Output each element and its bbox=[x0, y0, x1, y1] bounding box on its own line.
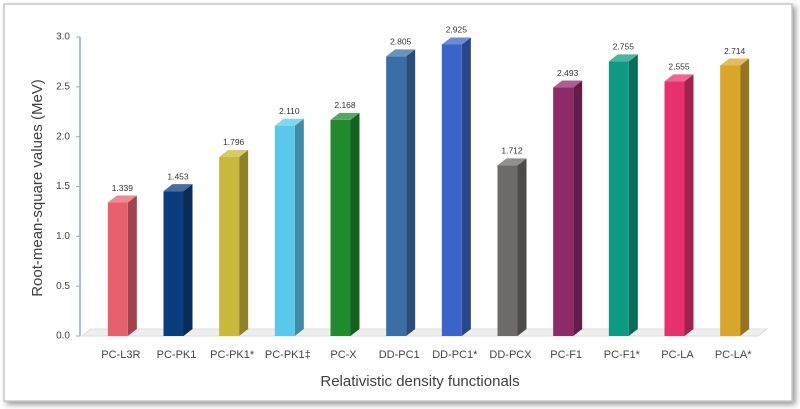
bar bbox=[386, 56, 407, 337]
bar bbox=[720, 65, 741, 336]
value-label: 1.712 bbox=[501, 146, 523, 156]
value-label: 2.110 bbox=[279, 106, 300, 116]
bar bbox=[441, 44, 462, 336]
bar-side bbox=[294, 118, 304, 336]
value-label: 2.555 bbox=[668, 62, 690, 72]
bar bbox=[163, 191, 184, 336]
bar bbox=[553, 87, 574, 336]
bar-side bbox=[350, 112, 360, 336]
value-label: 1.796 bbox=[223, 137, 245, 147]
bar-top bbox=[664, 74, 694, 82]
bar bbox=[664, 81, 685, 336]
bar-top bbox=[441, 37, 471, 45]
y-tick-label: 2.0 bbox=[56, 131, 70, 142]
value-label: 2.493 bbox=[557, 68, 579, 78]
bar-top bbox=[553, 80, 583, 88]
bar bbox=[330, 119, 351, 336]
bar-side bbox=[684, 74, 694, 336]
bar bbox=[107, 202, 128, 336]
y-tick-label: 2.5 bbox=[56, 81, 70, 92]
bar bbox=[497, 165, 518, 336]
x-tick-label: PC-X bbox=[330, 349, 357, 361]
bar-side bbox=[573, 80, 583, 336]
value-label: 1.339 bbox=[112, 183, 134, 193]
bar-top bbox=[330, 112, 360, 120]
x-tick-label: PC-PK1* bbox=[210, 349, 255, 361]
bar-top bbox=[720, 58, 750, 66]
bar-side bbox=[127, 195, 137, 336]
x-tick-label: DD-PC1 bbox=[379, 349, 420, 361]
value-label: 2.168 bbox=[334, 100, 356, 110]
y-tick-label: 3.0 bbox=[56, 32, 70, 43]
y-tick-label: 0.0 bbox=[56, 331, 70, 342]
bar-side bbox=[517, 158, 527, 336]
x-axis-title: Relativistic density functionals bbox=[320, 373, 519, 390]
bar-top bbox=[497, 158, 527, 166]
bar bbox=[219, 156, 240, 336]
value-label: 2.755 bbox=[613, 42, 635, 52]
bar-side bbox=[239, 149, 249, 336]
y-tick-label: 1.5 bbox=[56, 181, 70, 192]
x-tick-label: PC-L3R bbox=[101, 349, 140, 361]
value-label: 2.925 bbox=[446, 25, 468, 35]
bar-side bbox=[461, 37, 471, 336]
bar-side bbox=[740, 58, 750, 336]
bar-top bbox=[274, 118, 304, 126]
y-axis-title: Root-mean-square values (MeV) bbox=[29, 79, 46, 297]
x-tick-label: PC-PK1 bbox=[157, 349, 197, 361]
x-tick-label: PC-LA* bbox=[715, 349, 752, 361]
value-label: 2.805 bbox=[390, 37, 412, 47]
bar bbox=[274, 125, 295, 336]
bar bbox=[608, 61, 629, 336]
bar-top bbox=[107, 195, 137, 203]
floor bbox=[80, 328, 769, 337]
bar-top bbox=[163, 184, 193, 192]
x-tick-label: DD-PC1* bbox=[432, 349, 478, 361]
x-tick-label: PC-F1* bbox=[604, 349, 641, 361]
x-tick-label: PC-LA bbox=[661, 349, 694, 361]
bar-top bbox=[219, 149, 249, 157]
y-tick-label: 1.0 bbox=[56, 231, 70, 242]
bar-side bbox=[406, 49, 416, 337]
value-label: 2.714 bbox=[724, 46, 746, 56]
x-tick-label: PC-PK1‡ bbox=[265, 349, 311, 361]
x-tick-label: PC-F1 bbox=[550, 349, 582, 361]
x-tick-label: DD-PCX bbox=[489, 349, 532, 361]
value-label: 1.453 bbox=[167, 171, 189, 181]
bar-top bbox=[386, 49, 416, 57]
bar-side bbox=[183, 184, 193, 336]
bar-side bbox=[628, 54, 638, 336]
bar-top bbox=[608, 54, 638, 62]
y-tick-label: 0.5 bbox=[56, 281, 70, 292]
